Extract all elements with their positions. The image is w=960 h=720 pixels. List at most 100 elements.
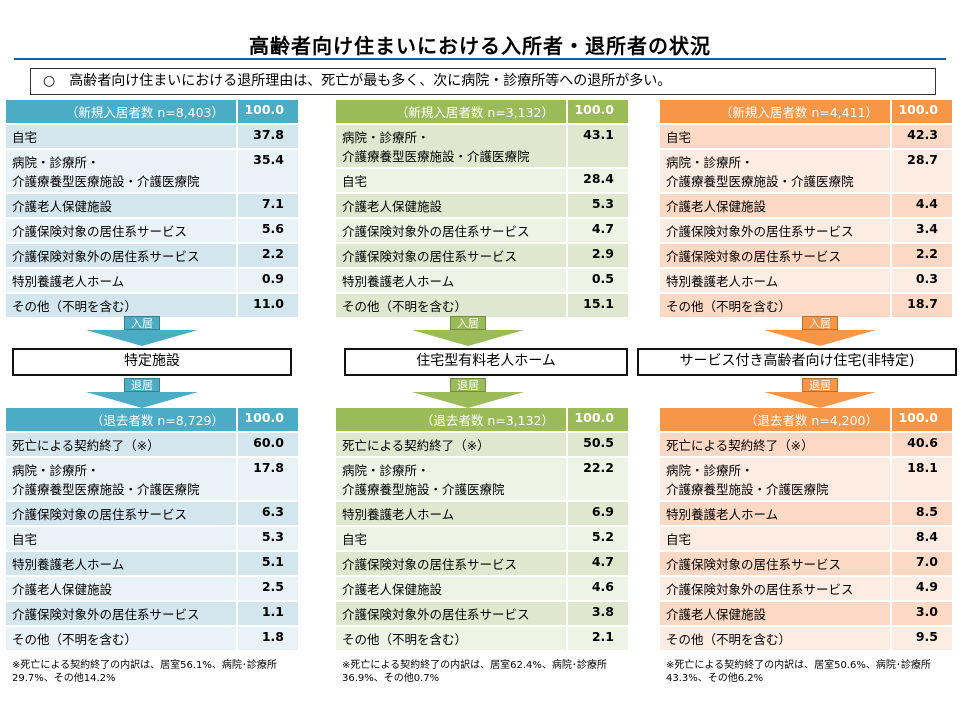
row-value: 9.5 <box>890 627 952 650</box>
arrow-label: 入居 <box>450 316 486 330</box>
row-label: 特別養護老人ホーム <box>6 552 236 575</box>
row-value: 1.8 <box>236 627 298 650</box>
footnote: ※死亡による契約終了の内訳は、居室56.1%、病院･診療所29.7%、その他14… <box>12 660 277 684</box>
table-row: その他（不明を含む） 18.7 <box>660 294 952 317</box>
out-table: （退去者数 n=3,132） 100.0 死亡による契約終了（※） 50.5 病院・診療… <box>336 406 628 652</box>
arrow-label: 入居 <box>124 316 160 330</box>
row-label: 自宅 <box>660 527 890 550</box>
row-value: 3.8 <box>566 602 628 625</box>
row-label: 死亡による契約終了（※） <box>336 433 566 456</box>
row-value: 7.0 <box>890 552 952 575</box>
row-value: 8.5 <box>890 502 952 525</box>
move-in-arrow-icon: 入居 <box>412 316 524 346</box>
table-row: 介護老人保健施設 2.5 <box>6 577 298 600</box>
table-row: 介護保険対象外の居住系サービス 2.2 <box>6 244 298 267</box>
table-row: 特別養護老人ホーム 6.9 <box>336 502 628 525</box>
count-label: （新規入居者数 n=8,403） <box>6 100 236 123</box>
row-label: 介護保険対象外の居住系サービス <box>660 219 890 242</box>
title-divider <box>14 58 946 60</box>
table-row: 死亡による契約終了（※） 50.5 <box>336 433 628 456</box>
row-label: 病院・診療所・ 介護療養型施設・介護医療院 <box>336 458 566 500</box>
row-value: 5.1 <box>236 552 298 575</box>
table-row: 自宅 28.4 <box>336 169 628 192</box>
row-value: 4.6 <box>566 577 628 600</box>
arrow-head <box>86 392 198 408</box>
row-value: 4.7 <box>566 552 628 575</box>
table-row: 介護保険対象の居住系サービス 2.2 <box>660 244 952 267</box>
table-row: 自宅 42.3 <box>660 125 952 148</box>
table-row: 介護保険対象の居住系サービス 4.7 <box>336 552 628 575</box>
row-label: 介護保険対象外の居住系サービス <box>336 219 566 242</box>
table-row: 介護老人保健施設 4.6 <box>336 577 628 600</box>
count-label: （退去者数 n=8,729） <box>6 408 236 431</box>
row-value: 6.9 <box>566 502 628 525</box>
move-out-arrow-icon: 退居 <box>764 378 876 408</box>
table-row: 介護保険対象の居住系サービス 2.9 <box>336 244 628 267</box>
facility-type-box: 住宅型有料老人ホーム <box>344 348 628 376</box>
table-row: その他（不明を含む） 2.1 <box>336 627 628 650</box>
row-value: 43.1 <box>566 125 628 167</box>
total-value: 100.0 <box>890 408 952 431</box>
move-in-arrow-icon: 入居 <box>764 316 876 346</box>
row-label: 自宅 <box>336 169 566 192</box>
row-value: 8.4 <box>890 527 952 550</box>
row-label: 介護保険対象の居住系サービス <box>660 552 890 575</box>
table-row: 病院・診療所・ 介護療養型医療施設・介護医療院 17.8 <box>6 458 298 500</box>
row-label: 介護保険対象の居住系サービス <box>660 244 890 267</box>
row-value: 2.2 <box>890 244 952 267</box>
row-label: 介護保険対象の居住系サービス <box>6 502 236 525</box>
table-row: 特別養護老人ホーム 0.5 <box>336 269 628 292</box>
row-value: 2.1 <box>566 627 628 650</box>
row-value: 11.0 <box>236 294 298 317</box>
table-row: 病院・診療所・ 介護療養型医療施設・介護医療院 35.4 <box>6 150 298 192</box>
row-label: その他（不明を含む） <box>336 294 566 317</box>
table-row: 病院・診療所・ 介護療養型医療施設・介護医療院 28.7 <box>660 150 952 192</box>
table-row: 自宅 8.4 <box>660 527 952 550</box>
row-value: 28.4 <box>566 169 628 192</box>
table-row: 介護老人保健施設 3.0 <box>660 602 952 625</box>
row-label: その他（不明を含む） <box>6 627 236 650</box>
row-label: 介護老人保健施設 <box>6 577 236 600</box>
arrow-label: 入居 <box>802 316 838 330</box>
arrow-label: 退居 <box>802 378 838 392</box>
row-label: 特別養護老人ホーム <box>660 502 890 525</box>
table-row: 自宅 37.8 <box>6 125 298 148</box>
row-value: 37.8 <box>236 125 298 148</box>
row-value: 4.9 <box>890 577 952 600</box>
count-label: （退去者数 n=3,132） <box>336 408 566 431</box>
row-value: 60.0 <box>236 433 298 456</box>
row-value: 5.3 <box>566 194 628 217</box>
row-value: 18.7 <box>890 294 952 317</box>
table-row: 介護保険対象外の居住系サービス 4.9 <box>660 577 952 600</box>
row-value: 35.4 <box>236 150 298 192</box>
table-row: 介護保険対象外の居住系サービス 4.7 <box>336 219 628 242</box>
row-value: 2.9 <box>566 244 628 267</box>
table-header: （新規入居者数 n=4,411） 100.0 <box>660 100 952 123</box>
table-row: 病院・診療所・ 介護療養型施設・介護医療院 18.1 <box>660 458 952 500</box>
row-label: その他（不明を含む） <box>336 627 566 650</box>
row-value: 5.3 <box>236 527 298 550</box>
row-label: 病院・診療所・ 介護療養型施設・介護医療院 <box>660 458 890 500</box>
row-value: 4.4 <box>890 194 952 217</box>
table-header: （退去者数 n=4,200） 100.0 <box>660 408 952 431</box>
total-value: 100.0 <box>236 408 298 431</box>
row-value: 42.3 <box>890 125 952 148</box>
in-table: （新規入居者数 n=3,132） 100.0 病院・診療所・ 介護療養型医療施設・介… <box>336 98 628 319</box>
row-label: 病院・診療所・ 介護療養型医療施設・介護医療院 <box>660 150 890 192</box>
row-label: 特別養護老人ホーム <box>336 269 566 292</box>
row-value: 1.1 <box>236 602 298 625</box>
row-label: 介護保険対象の居住系サービス <box>336 552 566 575</box>
row-value: 5.2 <box>566 527 628 550</box>
count-label: （新規入居者数 n=3,132） <box>336 100 566 123</box>
row-label: 特別養護老人ホーム <box>336 502 566 525</box>
row-value: 0.5 <box>566 269 628 292</box>
row-value: 28.7 <box>890 150 952 192</box>
table-row: 死亡による契約終了（※） 40.6 <box>660 433 952 456</box>
table-row: 介護保険対象外の居住系サービス 3.4 <box>660 219 952 242</box>
row-label: 自宅 <box>6 527 236 550</box>
table-row: 自宅 5.2 <box>336 527 628 550</box>
row-value: 0.9 <box>236 269 298 292</box>
footnote: ※死亡による契約終了の内訳は、居室50.6%、病院･診療所43.3%、その他6.… <box>666 660 931 684</box>
row-label: 介護保険対象外の居住系サービス <box>660 577 890 600</box>
row-value: 2.2 <box>236 244 298 267</box>
